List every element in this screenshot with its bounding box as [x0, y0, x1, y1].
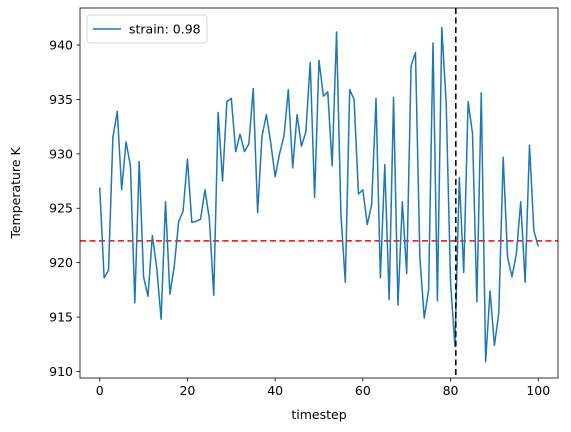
y-axis-ticks: 910 915 920 925 930 935 940	[49, 38, 80, 379]
y-tick-label: 930	[49, 146, 73, 161]
legend-entry-strain: strain: 0.98	[129, 22, 201, 37]
x-tick-label: 80	[443, 383, 459, 398]
legend-box	[86, 14, 208, 44]
x-axis-label: timestep	[291, 407, 346, 422]
legend: strain: 0.98	[86, 14, 208, 44]
x-tick-label: 20	[179, 383, 195, 398]
x-tick-label: 60	[355, 383, 371, 398]
x-tick-label: 100	[526, 383, 550, 398]
y-axis-label: Temperature K	[8, 147, 23, 240]
series-layer	[98, 26, 539, 363]
y-tick-label: 940	[49, 38, 73, 53]
y-tick-label: 920	[49, 255, 73, 270]
x-axis-ticks: 0 20 40 60 80 100	[96, 378, 550, 398]
y-tick-label: 915	[49, 310, 73, 325]
y-tick-label: 935	[49, 92, 73, 107]
axes-frame	[79, 7, 559, 379]
y-tick-label: 910	[49, 364, 73, 379]
x-tick-label: 40	[267, 383, 283, 398]
x-tick-label: 0	[96, 383, 104, 398]
y-tick-label: 925	[49, 201, 73, 216]
series-line-strain	[98, 26, 539, 363]
